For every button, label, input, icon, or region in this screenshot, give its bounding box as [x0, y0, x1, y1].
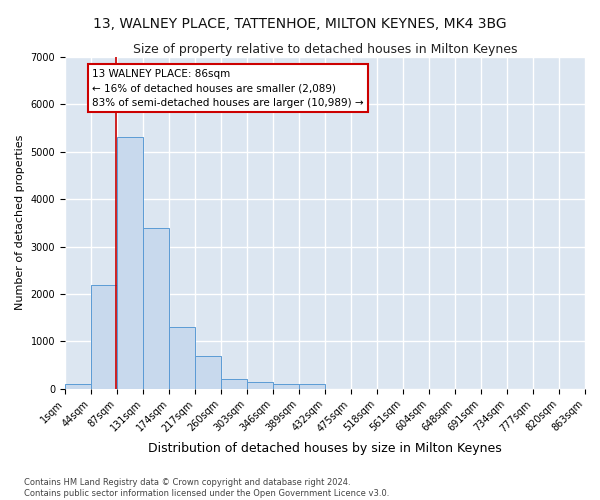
Bar	[221, 380, 247, 389]
Y-axis label: Number of detached properties: Number of detached properties	[15, 135, 25, 310]
Text: 13, WALNEY PLACE, TATTENHOE, MILTON KEYNES, MK4 3BG: 13, WALNEY PLACE, TATTENHOE, MILTON KEYN…	[93, 18, 507, 32]
Title: Size of property relative to detached houses in Milton Keynes: Size of property relative to detached ho…	[133, 42, 517, 56]
Bar	[299, 384, 325, 389]
Bar	[273, 384, 299, 389]
Bar	[65, 384, 91, 389]
Bar	[143, 228, 169, 389]
Bar	[117, 138, 143, 389]
Bar	[91, 284, 117, 389]
Bar	[169, 327, 195, 389]
Bar	[247, 382, 273, 389]
Text: 13 WALNEY PLACE: 86sqm
← 16% of detached houses are smaller (2,089)
83% of semi-: 13 WALNEY PLACE: 86sqm ← 16% of detached…	[92, 68, 364, 108]
X-axis label: Distribution of detached houses by size in Milton Keynes: Distribution of detached houses by size …	[148, 442, 502, 455]
Bar	[195, 356, 221, 389]
Text: Contains HM Land Registry data © Crown copyright and database right 2024.
Contai: Contains HM Land Registry data © Crown c…	[24, 478, 389, 498]
